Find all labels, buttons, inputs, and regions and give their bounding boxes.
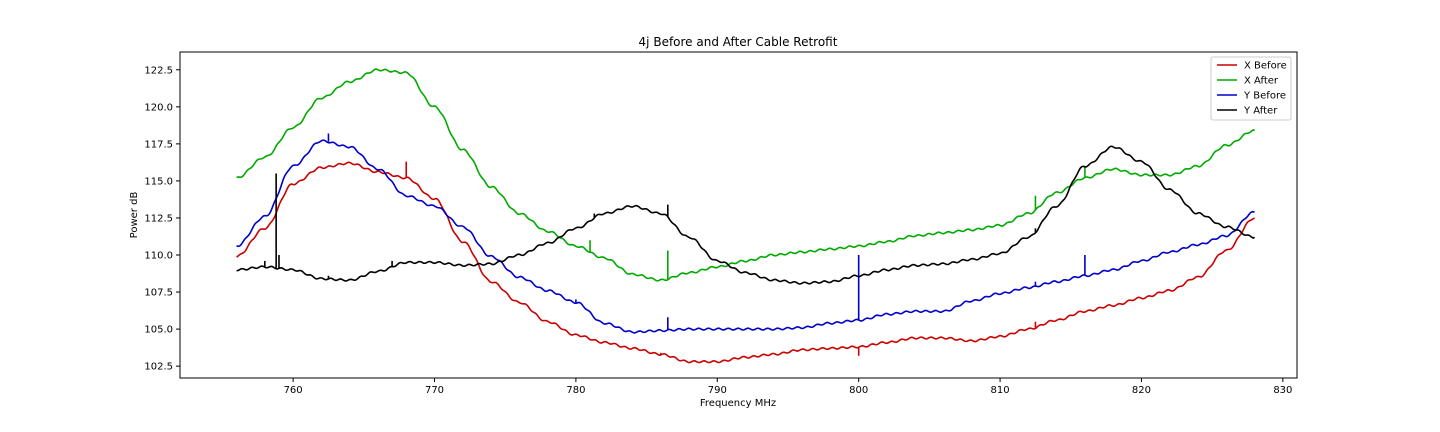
y-axis: 102.5 105.0 107.5 110.0 112.5 115.0 117.5 120.0… (144, 65, 180, 373)
y-tick-label: 110.0 (144, 251, 173, 262)
x-tick-label: 800 (849, 385, 868, 396)
x-tick-label: 810 (991, 385, 1010, 396)
legend-label-y-before: Y Before (1243, 91, 1286, 102)
legend-label-y-after: Y After (1243, 106, 1278, 117)
y-axis-label: Power dB (129, 192, 140, 239)
chart-title: 4j Before and After Cable Retrofit (639, 35, 838, 49)
x-tick-label: 780 (566, 385, 585, 396)
y-tick-label: 102.5 (144, 362, 173, 373)
plot-area (179, 51, 1298, 379)
legend: X Before X After Y Before Y After (1210, 56, 1292, 121)
legend-box (1210, 56, 1292, 121)
y-tick-label: 115.0 (144, 176, 173, 187)
y-tick-label: 120.0 (144, 102, 173, 113)
x-axis-label: Frequency MHz (700, 398, 776, 409)
legend-label-x-after: X After (1244, 76, 1279, 87)
series-line-y-after (236, 145, 1256, 285)
series-layer (236, 68, 1256, 364)
x-tick-label: 760 (284, 385, 303, 396)
y-tick-label: 117.5 (144, 139, 173, 150)
plot-frame (179, 51, 1298, 379)
x-tick-label: 790 (708, 385, 727, 396)
y-tick-label: 105.0 (144, 325, 173, 336)
y-tick-label: 112.5 (144, 213, 173, 224)
y-tick-label: 122.5 (144, 65, 173, 76)
y-tick-label: 107.5 (144, 288, 173, 299)
x-tick-label: 820 (1132, 385, 1151, 396)
legend-label-x-before: X Before (1244, 61, 1287, 72)
x-tick-label: 830 (1273, 385, 1292, 396)
x-tick-label: 770 (425, 385, 444, 396)
x-axis: 760 770 780 790 800 810 820 830 (284, 378, 1292, 396)
